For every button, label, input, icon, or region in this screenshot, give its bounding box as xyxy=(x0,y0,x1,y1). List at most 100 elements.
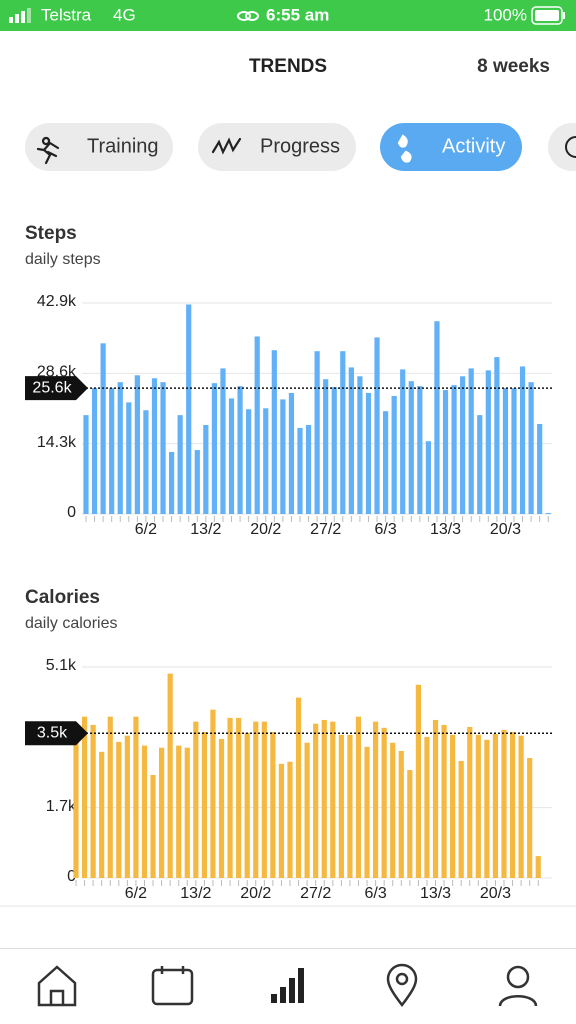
y-tick-label: 0 xyxy=(67,504,76,521)
bar xyxy=(408,381,414,514)
bar xyxy=(90,724,96,878)
tab-icon xyxy=(397,134,412,163)
battery-icon xyxy=(531,6,565,25)
bar xyxy=(116,741,122,878)
bar xyxy=(374,337,380,514)
bar xyxy=(186,304,192,514)
y-tick-label: 1.7k xyxy=(46,798,77,815)
bar xyxy=(509,731,516,878)
nav-profile[interactable] xyxy=(498,965,538,1007)
bar xyxy=(169,452,175,514)
bar xyxy=(502,388,509,514)
bar xyxy=(287,761,293,878)
tab[interactable] xyxy=(25,123,173,171)
bar xyxy=(263,408,269,514)
bar xyxy=(338,734,344,878)
bar xyxy=(484,739,490,878)
x-tick-label: 13/2 xyxy=(180,885,211,902)
x-tick-label: 6/3 xyxy=(364,885,386,902)
bar xyxy=(425,441,431,514)
bar xyxy=(373,721,379,878)
bar xyxy=(159,747,165,878)
bar xyxy=(347,734,353,878)
nav-map[interactable] xyxy=(386,963,418,1008)
bar xyxy=(391,395,397,514)
bar xyxy=(203,424,209,514)
bar xyxy=(210,709,216,878)
bar xyxy=(254,336,260,514)
bar xyxy=(271,350,277,514)
bar xyxy=(194,450,200,514)
bar xyxy=(246,409,252,514)
reference-label: 25.6k xyxy=(32,379,72,396)
bar xyxy=(297,427,303,514)
bar xyxy=(348,367,354,514)
period-selector[interactable]: 8 weeks xyxy=(477,56,550,77)
bar xyxy=(460,376,466,514)
bar xyxy=(485,370,491,514)
bar xyxy=(237,386,243,514)
status-bar xyxy=(0,0,576,31)
bar xyxy=(492,734,499,878)
tab-more[interactable] xyxy=(548,123,576,171)
x-tick-label: 13/2 xyxy=(190,521,221,538)
bar xyxy=(177,415,183,514)
bar xyxy=(467,726,473,878)
bar xyxy=(331,387,337,514)
tab-label: Progress xyxy=(260,135,340,157)
bar xyxy=(340,351,346,514)
nav-home[interactable] xyxy=(37,965,77,1007)
x-tick-label: 20/2 xyxy=(240,885,271,902)
bar xyxy=(167,673,173,878)
bar xyxy=(236,717,242,878)
bar xyxy=(126,402,132,514)
bar xyxy=(400,369,406,514)
bar xyxy=(193,721,199,878)
bar xyxy=(468,368,474,514)
y-tick-label: 42.9k xyxy=(37,293,77,310)
bar xyxy=(305,424,312,514)
battery-text: 100% xyxy=(484,5,527,24)
bar xyxy=(91,388,98,514)
link-icon xyxy=(237,11,259,21)
bar xyxy=(99,751,105,878)
bar xyxy=(528,382,534,514)
nav-divider xyxy=(0,948,576,949)
bar xyxy=(220,368,226,514)
bar xyxy=(117,382,123,514)
tab[interactable] xyxy=(380,123,522,171)
bar xyxy=(150,774,156,878)
reference-label: 3.5k xyxy=(37,724,68,741)
bar xyxy=(390,742,396,878)
bar xyxy=(133,716,139,878)
reference-marker xyxy=(25,721,88,746)
bar xyxy=(381,727,387,878)
chart-title: Calories xyxy=(25,587,100,608)
bar xyxy=(270,731,276,878)
bar xyxy=(383,411,389,514)
bar xyxy=(151,378,158,514)
bar xyxy=(201,731,207,878)
bar xyxy=(451,385,457,514)
bar xyxy=(355,716,362,878)
x-tick-label: 6/3 xyxy=(374,521,396,538)
bar xyxy=(511,388,517,514)
x-tick-label: 27/2 xyxy=(300,885,331,902)
x-tick-label: 6/2 xyxy=(135,521,157,538)
tab[interactable] xyxy=(198,123,356,171)
bar xyxy=(184,747,190,878)
bar xyxy=(494,357,500,514)
x-tick-label: 20/3 xyxy=(480,885,511,902)
bar xyxy=(321,719,327,878)
nav-calendar[interactable] xyxy=(151,966,194,1006)
bar xyxy=(501,729,507,878)
bar xyxy=(124,735,130,878)
signal xyxy=(9,8,31,23)
bar xyxy=(450,734,456,878)
bar xyxy=(434,321,440,514)
nav-trends[interactable] xyxy=(271,968,304,1003)
network: 4G xyxy=(113,5,136,24)
bar xyxy=(280,399,286,514)
bar xyxy=(304,742,310,878)
